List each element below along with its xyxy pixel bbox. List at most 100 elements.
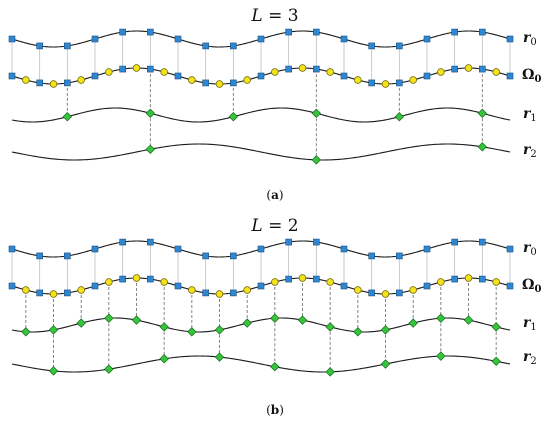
panel-b-wave-r1 — [11, 317, 511, 333]
signal-sample — [451, 238, 458, 246]
panel-a-markers — [8, 28, 514, 165]
panel-a-label-r0: r0 — [523, 30, 537, 48]
interpolated-point — [354, 286, 362, 294]
signal-sample — [174, 35, 182, 43]
decimated-point — [380, 325, 391, 335]
signal-sample — [340, 72, 348, 80]
signal-sample — [368, 79, 375, 87]
interpolated-point — [409, 76, 417, 84]
decimated-point — [48, 366, 59, 376]
interpolated-point — [381, 80, 390, 88]
signal-sample — [119, 238, 126, 246]
interpolated-point — [381, 290, 390, 298]
signal-sample — [479, 65, 486, 73]
signal-sample — [285, 65, 292, 73]
panel-b-label-r1: r1 — [523, 315, 537, 333]
decimated-point — [394, 112, 405, 122]
interpolated-point — [271, 278, 279, 286]
signal-sample — [479, 238, 486, 246]
panel-b-markers — [8, 238, 514, 377]
signal-sample — [313, 28, 320, 36]
signal-sample — [174, 72, 182, 80]
decimated-point — [214, 352, 225, 362]
panel-b-wave-r2 — [11, 355, 511, 373]
decimated-point — [145, 144, 156, 154]
interpolated-point — [160, 68, 168, 76]
interpolated-point — [77, 286, 85, 294]
interpolated-point — [326, 68, 334, 76]
signal-sample — [230, 42, 237, 50]
panel-a-caption: (a) — [266, 188, 283, 202]
signal-sample — [423, 35, 431, 43]
interpolated-point — [492, 68, 500, 76]
decimated-point — [145, 108, 156, 118]
interpolated-point — [22, 76, 30, 84]
signal-sample — [506, 245, 514, 253]
interpolated-point — [188, 76, 196, 84]
interpolated-point — [464, 64, 473, 72]
decimated-point — [131, 315, 142, 325]
signal-sample — [147, 65, 154, 73]
panel-a-wave-r2 — [11, 143, 511, 161]
signal-sample — [91, 245, 99, 253]
panel-b-label-omega0: Ω0 — [522, 277, 541, 295]
panel-a-label-omega0: Ω0 — [522, 67, 541, 85]
signal-sample — [202, 252, 209, 260]
interpolated-point — [22, 286, 30, 294]
signal-sample — [340, 35, 348, 43]
interpolated-point — [49, 290, 58, 298]
signal-sample — [202, 42, 209, 50]
interpolated-point — [132, 64, 141, 72]
signal-sample — [257, 282, 265, 290]
decimated-point — [477, 142, 488, 152]
signal-sample — [396, 289, 403, 297]
signal-sample — [147, 28, 154, 36]
signal-sample — [8, 282, 16, 290]
decimated-point — [228, 112, 239, 122]
interpolated-point — [437, 278, 445, 286]
signal-sample — [368, 42, 375, 50]
signal-sample — [506, 35, 514, 43]
decimated-point — [311, 108, 322, 118]
signal-sample — [396, 79, 403, 87]
signal-sample — [230, 289, 237, 297]
interpolated-point — [132, 274, 141, 282]
signal-sample — [451, 28, 458, 36]
interpolated-point — [160, 278, 168, 286]
panel-b-vertical-links — [11, 242, 511, 293]
decimated-point — [242, 318, 252, 328]
signal-sample — [147, 275, 154, 283]
decimated-point — [408, 318, 418, 328]
decimated-point — [325, 322, 335, 332]
interpolated-point — [105, 278, 113, 286]
signal-sample — [368, 289, 375, 297]
signal-sample — [451, 65, 458, 73]
signal-sample — [423, 72, 431, 80]
signal-sample — [285, 238, 292, 246]
panel-b-caption: (b) — [266, 403, 284, 417]
decimated-point — [477, 108, 488, 118]
signal-sample — [119, 28, 126, 36]
panel-a-label-r1: r1 — [523, 106, 537, 124]
interpolated-point — [437, 68, 445, 76]
interpolated-point — [492, 278, 500, 286]
interpolated-point — [409, 286, 417, 294]
interpolated-point — [271, 68, 279, 76]
interpolated-point — [105, 68, 113, 76]
interpolated-point — [354, 76, 362, 84]
signal-sample — [340, 245, 348, 253]
decimated-point — [311, 155, 322, 165]
signal-sample — [313, 275, 320, 283]
decimated-point — [104, 313, 114, 323]
signal-sample — [285, 275, 292, 283]
interpolated-point — [77, 76, 85, 84]
signal-sample — [36, 42, 43, 50]
panel-b-label-r0: r0 — [523, 240, 537, 258]
signal-sample — [8, 72, 16, 80]
interpolated-point — [215, 80, 224, 88]
signal-sample — [202, 289, 209, 297]
signal-sample — [423, 245, 431, 253]
interpolated-point — [215, 290, 224, 298]
interpolated-point — [298, 64, 307, 72]
signal-sample — [119, 275, 126, 283]
